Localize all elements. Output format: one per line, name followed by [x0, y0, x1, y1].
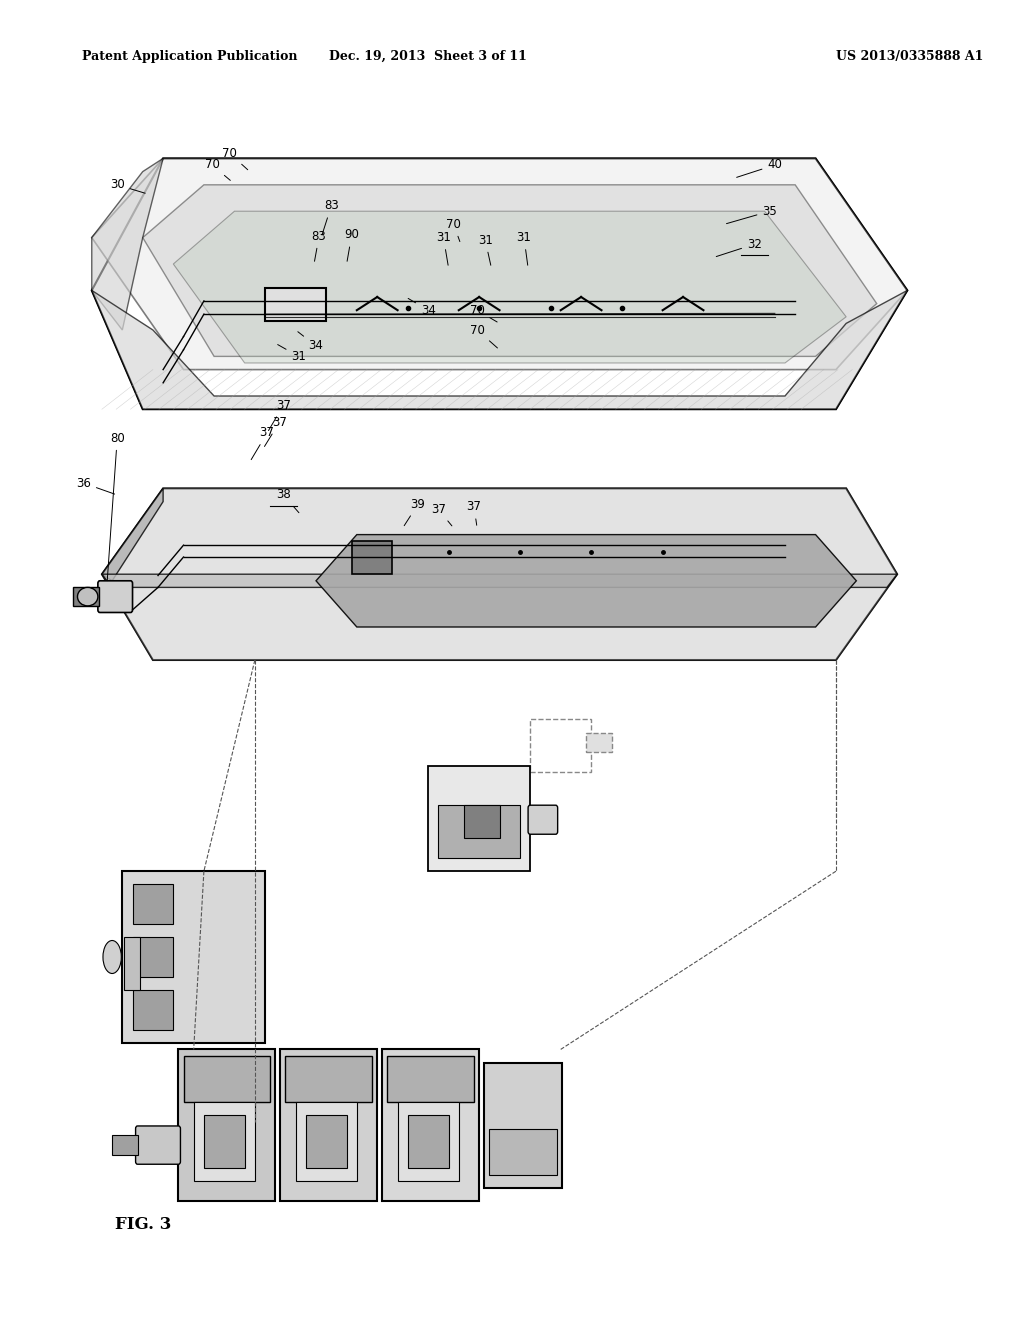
- FancyBboxPatch shape: [265, 288, 327, 321]
- Text: 36: 36: [76, 477, 115, 494]
- Text: 83: 83: [322, 199, 339, 235]
- Polygon shape: [142, 185, 877, 356]
- FancyBboxPatch shape: [281, 1049, 377, 1201]
- Text: 70: 70: [446, 218, 461, 242]
- Polygon shape: [102, 574, 897, 587]
- Text: 31: 31: [436, 231, 451, 265]
- Polygon shape: [92, 158, 907, 370]
- Text: 70: 70: [222, 147, 248, 170]
- FancyBboxPatch shape: [484, 1063, 562, 1188]
- FancyBboxPatch shape: [438, 805, 520, 858]
- FancyBboxPatch shape: [74, 587, 99, 606]
- FancyBboxPatch shape: [124, 937, 139, 990]
- Text: FIG. 3: FIG. 3: [115, 1217, 171, 1233]
- FancyBboxPatch shape: [397, 1102, 459, 1181]
- Text: Dec. 19, 2013  Sheet 3 of 11: Dec. 19, 2013 Sheet 3 of 11: [330, 50, 527, 63]
- Polygon shape: [102, 488, 163, 581]
- Text: 39: 39: [404, 498, 425, 525]
- Text: 34: 34: [298, 331, 324, 352]
- FancyBboxPatch shape: [428, 766, 530, 871]
- Text: 37: 37: [268, 399, 291, 430]
- FancyBboxPatch shape: [132, 990, 173, 1030]
- Polygon shape: [102, 488, 897, 660]
- Ellipse shape: [78, 587, 98, 606]
- Text: 70: 70: [205, 158, 230, 181]
- FancyBboxPatch shape: [408, 1115, 449, 1168]
- FancyBboxPatch shape: [98, 581, 132, 612]
- FancyBboxPatch shape: [351, 541, 392, 574]
- FancyBboxPatch shape: [194, 1102, 255, 1181]
- FancyBboxPatch shape: [296, 1102, 356, 1181]
- FancyBboxPatch shape: [178, 1049, 275, 1201]
- Text: 37: 37: [431, 503, 452, 525]
- Text: 31: 31: [516, 231, 531, 265]
- Text: 80: 80: [108, 432, 125, 581]
- Text: 90: 90: [344, 228, 359, 261]
- Polygon shape: [92, 158, 163, 330]
- Text: US 2013/0335888 A1: US 2013/0335888 A1: [836, 50, 983, 63]
- Text: 31: 31: [278, 345, 306, 363]
- FancyBboxPatch shape: [530, 719, 591, 772]
- FancyBboxPatch shape: [464, 805, 500, 838]
- Polygon shape: [173, 211, 846, 363]
- FancyBboxPatch shape: [113, 1135, 137, 1155]
- FancyBboxPatch shape: [204, 1115, 245, 1168]
- Text: 30: 30: [110, 178, 145, 193]
- FancyBboxPatch shape: [132, 937, 173, 977]
- Polygon shape: [102, 488, 897, 660]
- FancyBboxPatch shape: [183, 1056, 270, 1102]
- Text: 37: 37: [467, 500, 481, 525]
- Text: 37: 37: [251, 426, 274, 459]
- Text: 31: 31: [478, 234, 493, 265]
- FancyBboxPatch shape: [528, 805, 558, 834]
- FancyBboxPatch shape: [382, 1049, 479, 1201]
- Text: 40: 40: [736, 158, 782, 177]
- Text: 70: 70: [470, 323, 498, 348]
- Text: 34: 34: [409, 298, 435, 317]
- Text: 32: 32: [716, 238, 762, 256]
- FancyBboxPatch shape: [306, 1115, 346, 1168]
- FancyBboxPatch shape: [135, 1126, 180, 1164]
- Text: 35: 35: [726, 205, 777, 223]
- Polygon shape: [316, 535, 856, 627]
- FancyBboxPatch shape: [586, 733, 611, 752]
- FancyBboxPatch shape: [132, 884, 173, 924]
- Text: Patent Application Publication: Patent Application Publication: [82, 50, 297, 63]
- FancyBboxPatch shape: [286, 1056, 372, 1102]
- Ellipse shape: [103, 940, 121, 973]
- Text: 83: 83: [311, 230, 327, 261]
- FancyBboxPatch shape: [387, 1056, 474, 1102]
- FancyBboxPatch shape: [489, 1129, 557, 1175]
- Text: 37: 37: [264, 416, 287, 446]
- Text: 38: 38: [276, 488, 299, 512]
- FancyBboxPatch shape: [122, 871, 265, 1043]
- Text: 70: 70: [470, 304, 497, 322]
- Polygon shape: [92, 290, 907, 409]
